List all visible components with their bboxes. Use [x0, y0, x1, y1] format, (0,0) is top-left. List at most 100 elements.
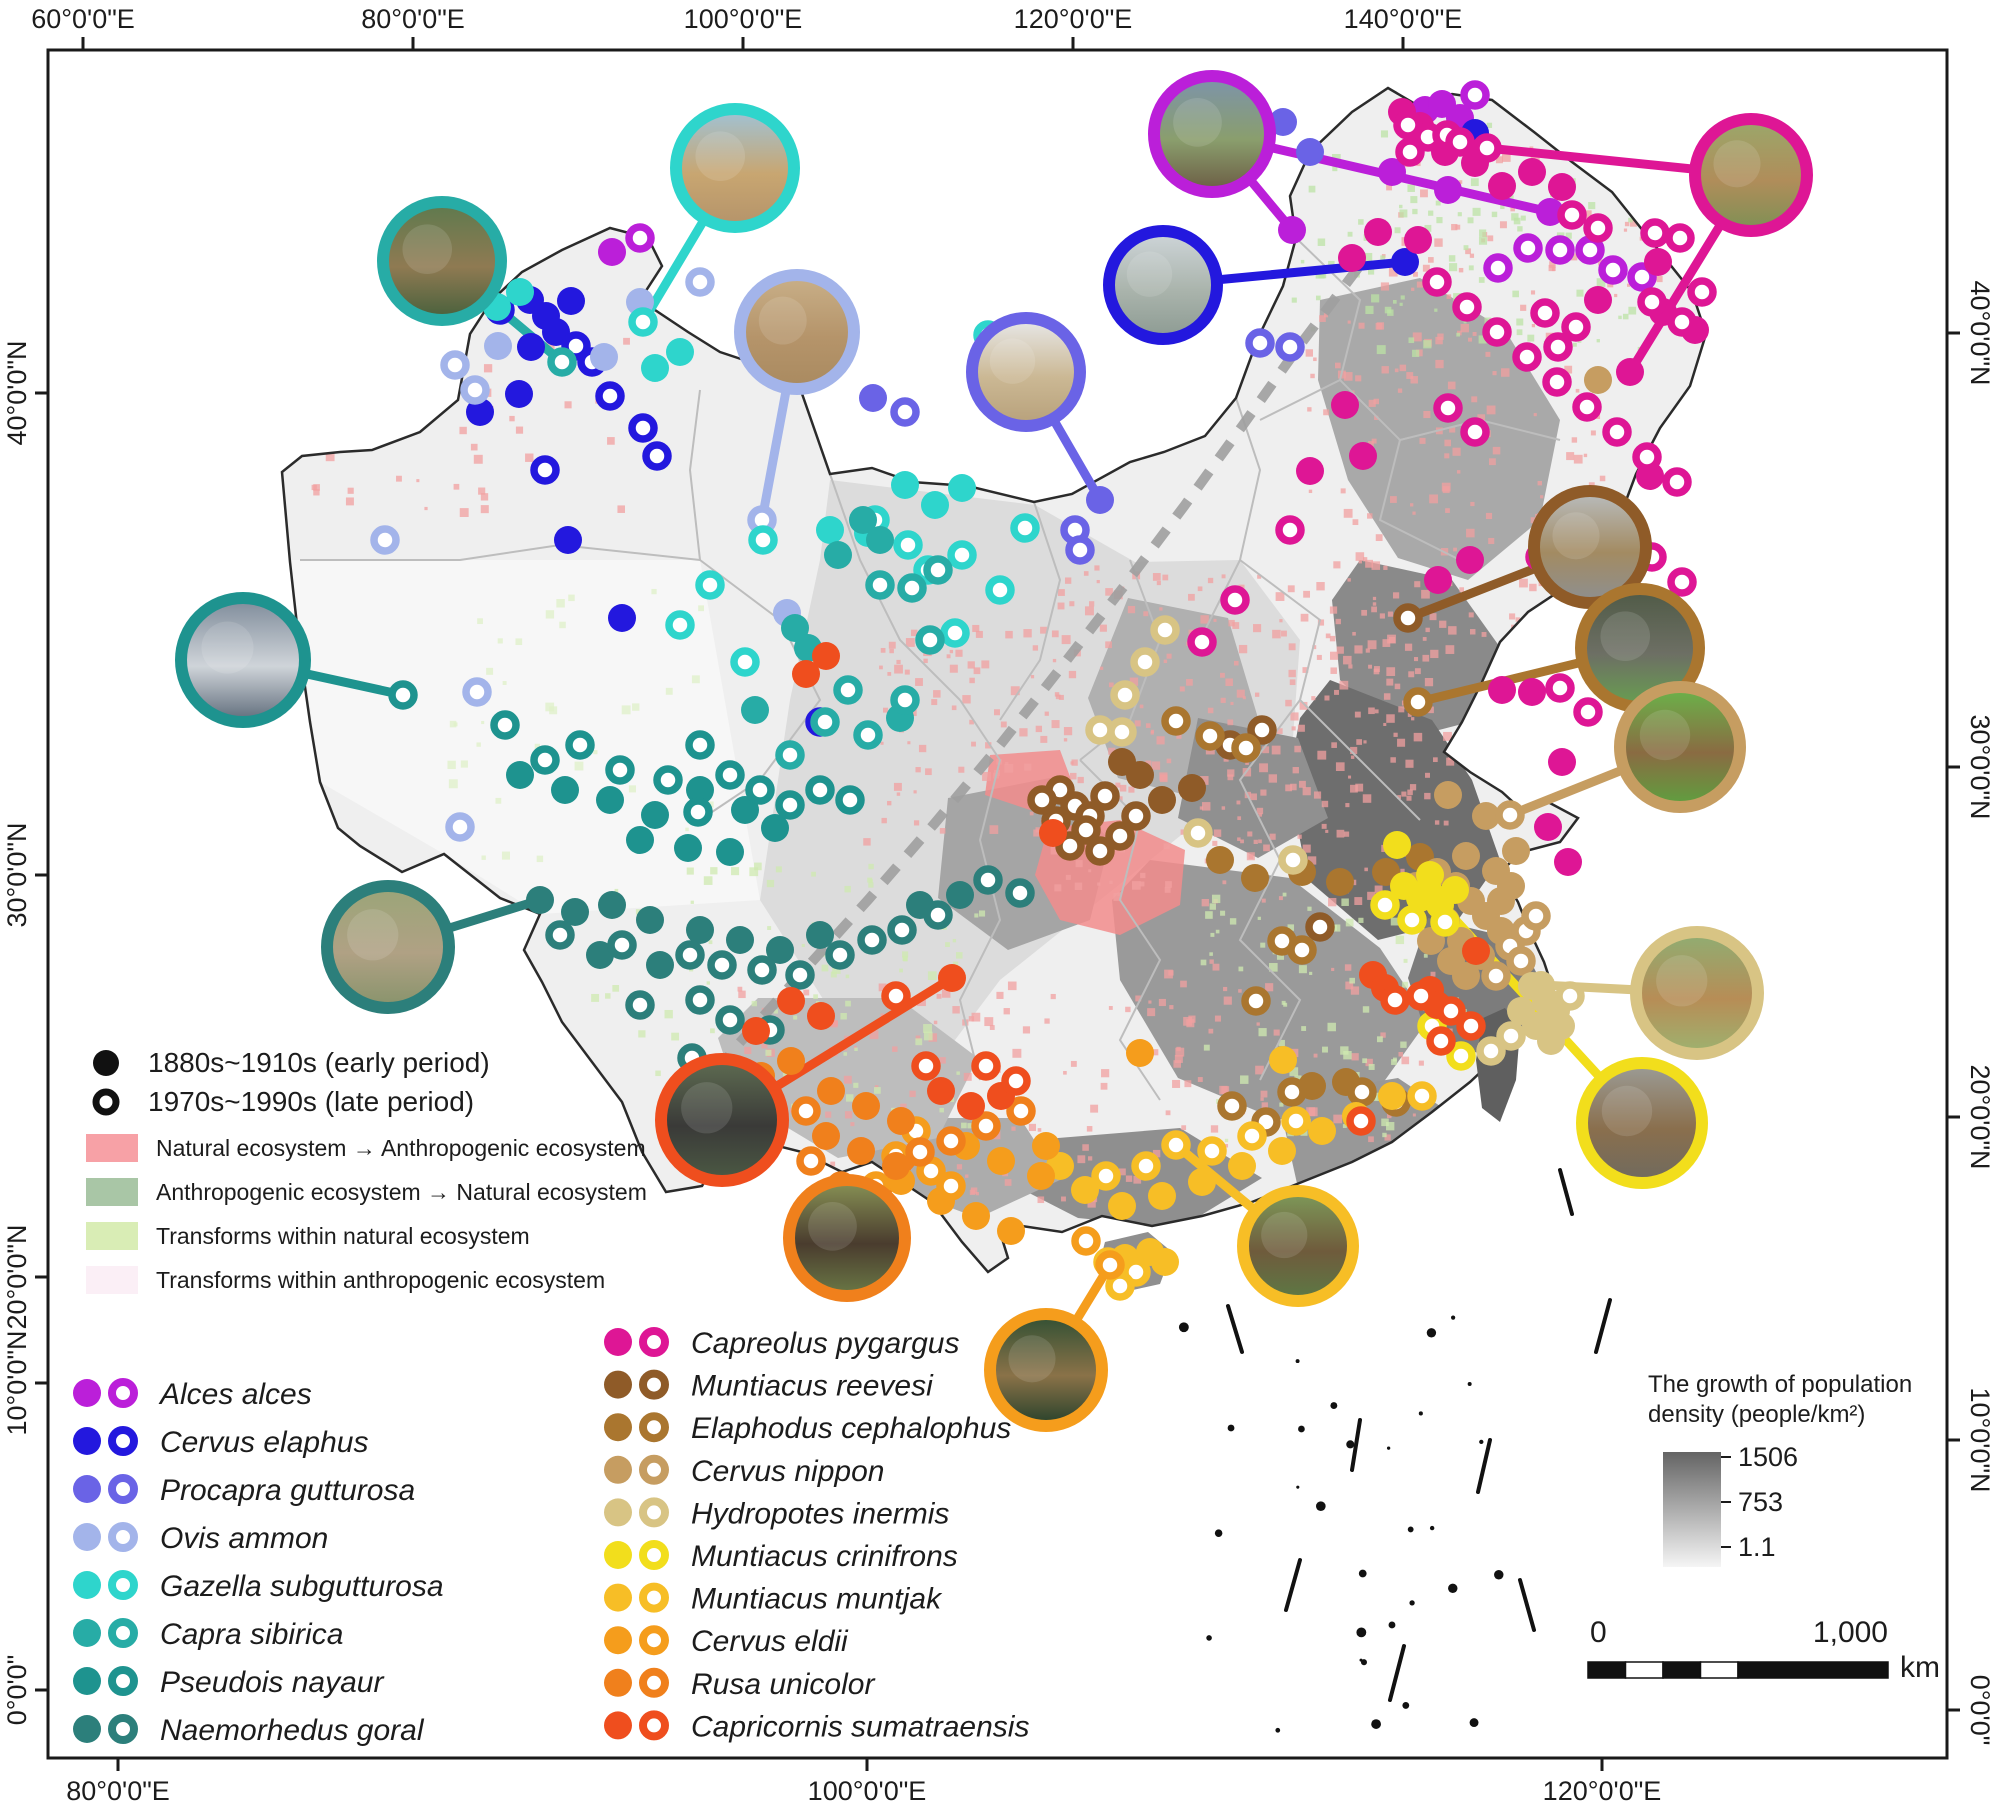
- speckle: [1590, 430, 1596, 436]
- speckle: [996, 991, 1004, 999]
- speckle: [1469, 253, 1475, 258]
- period-early-label: 1880s~1910s (early period): [148, 1047, 490, 1078]
- dot-capricornis-late: [971, 1051, 1001, 1081]
- speckle: [1463, 320, 1467, 324]
- speckle: [1342, 1124, 1347, 1128]
- species-label-procapra: Procapra gutturosa: [160, 1474, 415, 1507]
- speckle: [1310, 373, 1315, 379]
- province-line: [1238, 699, 1302, 1081]
- dot-alces-early: [1278, 216, 1306, 244]
- speckle: [1540, 495, 1544, 499]
- speckle: [767, 926, 772, 931]
- axis-label-right: 40°0'0"N: [1965, 280, 1995, 385]
- speckle: [1537, 480, 1542, 486]
- dot-alces-late: [1513, 233, 1543, 263]
- speckle: [946, 654, 951, 659]
- photo-capricornis: [655, 1053, 789, 1187]
- speckle: [1332, 166, 1338, 172]
- speckle: [710, 1028, 715, 1034]
- dot-pseudois-early: [506, 761, 534, 789]
- speckle: [1101, 1069, 1110, 1078]
- dot-capreolus-early: [1548, 748, 1576, 776]
- legend-dot-filled-eldii: [604, 1626, 632, 1655]
- speckle: [1470, 178, 1479, 187]
- speckle: [1382, 639, 1391, 647]
- speckle: [1351, 1053, 1359, 1061]
- speckle: [1220, 672, 1225, 678]
- photo-highlight: [1261, 1211, 1308, 1259]
- speckle: [1656, 276, 1663, 283]
- speckle: [1307, 856, 1317, 865]
- speckle: [1260, 942, 1266, 948]
- speckle: [1365, 648, 1370, 653]
- speckle: [1278, 896, 1283, 901]
- speckle: [1596, 339, 1600, 343]
- speckle: [1011, 1126, 1016, 1131]
- speckle: [1601, 137, 1608, 144]
- speckle: [1139, 704, 1144, 709]
- speckle: [1374, 415, 1379, 420]
- dot-elaphus-early: [1391, 248, 1419, 276]
- speckle: [1423, 340, 1432, 349]
- speckle: [1380, 282, 1390, 291]
- speckle: [1392, 592, 1400, 599]
- speckle: [1127, 605, 1136, 614]
- speckle: [869, 1030, 879, 1040]
- speckle: [773, 1009, 778, 1014]
- speckle: [1032, 645, 1039, 651]
- speckle: [1083, 571, 1089, 576]
- speckle: [1368, 399, 1376, 407]
- speckle: [685, 827, 689, 832]
- speckle: [1115, 782, 1121, 788]
- dot-elaphus-early: [505, 380, 533, 408]
- transform-label: Natural ecosystem → Anthropogenic ecosys…: [156, 1135, 646, 1161]
- speckle: [1289, 1067, 1299, 1076]
- speckle: [969, 1189, 976, 1195]
- speckle: [1393, 732, 1398, 737]
- sea-islet: [1402, 1701, 1410, 1709]
- photo-highlight: [695, 131, 746, 181]
- speckle: [1223, 986, 1228, 992]
- speckle: [1344, 964, 1352, 971]
- speckle: [1555, 141, 1561, 147]
- speckle: [1624, 150, 1629, 155]
- axis-label-left: 40°0'0"N: [2, 340, 32, 445]
- province-line: [1239, 559, 1361, 761]
- speckle: [1010, 686, 1020, 696]
- speckle: [843, 1075, 852, 1084]
- transform-swatch: [86, 1266, 138, 1294]
- speckle: [1447, 381, 1456, 390]
- speckle: [1051, 630, 1059, 638]
- speckle: [1354, 897, 1363, 905]
- dot-nippon-late: [1521, 901, 1551, 931]
- speckle: [958, 766, 965, 773]
- dot-capra-late: [833, 675, 863, 705]
- speckle: [1458, 267, 1464, 273]
- speckle: [1290, 783, 1297, 791]
- speckle: [1395, 935, 1405, 945]
- speckle: [1254, 692, 1260, 697]
- speckle: [1408, 671, 1415, 678]
- dot-capreolus-early: [1349, 442, 1377, 470]
- speckle: [1069, 601, 1075, 607]
- dot-reevesi-early: [1108, 748, 1136, 776]
- speckle: [967, 661, 975, 669]
- dot-capreolus-late: [1557, 200, 1587, 230]
- dot-elaphodus-late: [1403, 687, 1433, 717]
- photo-circle-goral: [321, 880, 455, 1014]
- dot-capra-late: [547, 347, 577, 377]
- dot-elaphodus-late: [1217, 1091, 1247, 1121]
- speckle: [1335, 762, 1345, 771]
- speckle: [362, 408, 367, 413]
- dot-capreolus-late: [1572, 392, 1602, 422]
- speckle: [534, 743, 541, 750]
- dot-rusa-early: [887, 1107, 915, 1135]
- dot-capricornis-late: [1426, 1026, 1456, 1056]
- species-label-capreolus: Capreolus pygargus: [691, 1327, 960, 1360]
- legend-dot-filled-pseudois: [73, 1667, 101, 1695]
- species-label-elaphodus: Elaphodus cephalophus: [691, 1412, 1011, 1445]
- dot-muntjak-early: [1228, 1152, 1256, 1180]
- dot-pseudois-late: [805, 775, 835, 805]
- speckle: [1269, 963, 1278, 972]
- sea-islet: [1346, 1440, 1355, 1449]
